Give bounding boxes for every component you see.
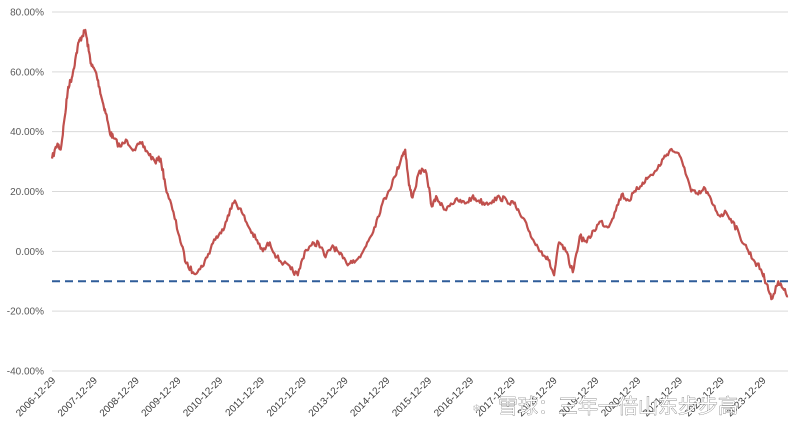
x-tick-label: 2011-12-29 [224,375,268,419]
x-tick-label: 2008-12-29 [98,375,142,419]
watermark-logo-icon: ❄ [472,402,481,415]
y-tick-label: -20.00% [7,307,44,318]
gridlines [52,11,788,372]
series-line [50,28,789,301]
x-tick-label: 2006-12-29 [14,375,58,419]
x-tick-label: 2012-12-29 [265,375,309,419]
x-tick-label: 2007-12-29 [56,375,100,419]
watermark-group: ❄ 雪球：三年一倍山东步步高 [472,394,738,419]
y-tick-label: 60.00% [10,67,44,78]
y-tick-label: 40.00% [10,127,44,138]
y-tick-label: -40.00% [7,367,44,378]
watermark-text: 雪球：三年一倍山东步步高 [498,394,738,418]
y-tick-label: 0.00% [16,247,44,258]
y-axis-ticks: 80.00% 60.00% 40.00% 20.00% 0.00% -20.00% -40.… [7,8,44,378]
y-tick-label: 20.00% [10,187,44,198]
x-tick-label: 2015-12-29 [390,375,434,419]
x-tick-label: 2009-12-29 [140,375,184,419]
x-tick-label: 2016-12-29 [432,375,476,419]
x-tick-label: 2013-12-29 [307,375,351,419]
y-tick-label: 80.00% [10,8,44,19]
x-tick-label: 2014-12-29 [349,375,393,419]
x-tick-label: 2010-12-29 [181,375,225,419]
